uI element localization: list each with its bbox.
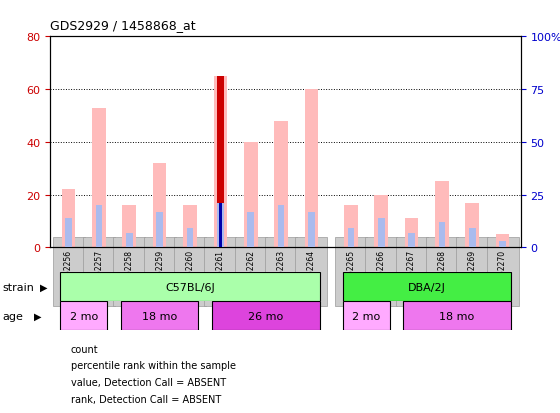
Bar bbox=[343, 273, 511, 301]
Bar bbox=[438, 223, 445, 248]
Bar bbox=[274, 121, 288, 248]
Text: ▶: ▶ bbox=[34, 311, 41, 321]
Text: DBA/2J: DBA/2J bbox=[408, 282, 446, 292]
Text: count: count bbox=[71, 344, 99, 354]
Bar bbox=[186, 229, 193, 248]
Bar bbox=[153, 164, 166, 248]
Bar bbox=[278, 206, 284, 248]
Bar bbox=[408, 233, 415, 248]
Bar bbox=[60, 273, 320, 301]
Bar bbox=[123, 206, 136, 248]
Bar bbox=[62, 190, 76, 248]
Bar bbox=[156, 212, 163, 248]
Bar bbox=[344, 206, 358, 248]
Text: age: age bbox=[3, 311, 24, 321]
Bar bbox=[496, 235, 510, 248]
Text: percentile rank within the sample: percentile rank within the sample bbox=[71, 361, 236, 370]
Bar bbox=[183, 206, 197, 248]
Text: 18 mo: 18 mo bbox=[142, 311, 178, 321]
Bar bbox=[96, 206, 102, 248]
Bar bbox=[212, 301, 320, 330]
Text: 2 mo: 2 mo bbox=[352, 311, 380, 321]
Bar bbox=[244, 142, 258, 248]
Text: 26 mo: 26 mo bbox=[248, 311, 283, 321]
Text: GDS2929 / 1458868_at: GDS2929 / 1458868_at bbox=[50, 19, 196, 31]
Text: rank, Detection Call = ABSENT: rank, Detection Call = ABSENT bbox=[71, 394, 221, 404]
Text: ▶: ▶ bbox=[40, 282, 48, 292]
Bar bbox=[92, 108, 106, 248]
Bar bbox=[126, 233, 133, 248]
Text: 2 mo: 2 mo bbox=[69, 311, 98, 321]
Bar bbox=[465, 203, 479, 248]
Bar bbox=[435, 182, 449, 248]
Bar bbox=[217, 77, 224, 248]
Bar bbox=[213, 77, 227, 248]
Text: strain: strain bbox=[3, 282, 35, 292]
Bar bbox=[343, 301, 390, 330]
Bar bbox=[217, 204, 223, 248]
Bar bbox=[248, 212, 254, 248]
Bar bbox=[218, 204, 222, 248]
Text: 18 mo: 18 mo bbox=[440, 311, 475, 321]
Bar bbox=[403, 301, 511, 330]
Bar bbox=[121, 301, 198, 330]
Bar bbox=[308, 212, 315, 248]
Bar bbox=[378, 218, 385, 248]
Bar bbox=[348, 229, 354, 248]
Bar bbox=[405, 219, 418, 248]
Bar bbox=[500, 242, 506, 248]
Text: C57BL/6J: C57BL/6J bbox=[165, 282, 215, 292]
Bar bbox=[66, 218, 72, 248]
Bar bbox=[60, 301, 108, 330]
Text: value, Detection Call = ABSENT: value, Detection Call = ABSENT bbox=[71, 377, 226, 387]
Bar bbox=[305, 90, 318, 248]
Bar bbox=[469, 229, 475, 248]
Bar bbox=[375, 195, 388, 248]
